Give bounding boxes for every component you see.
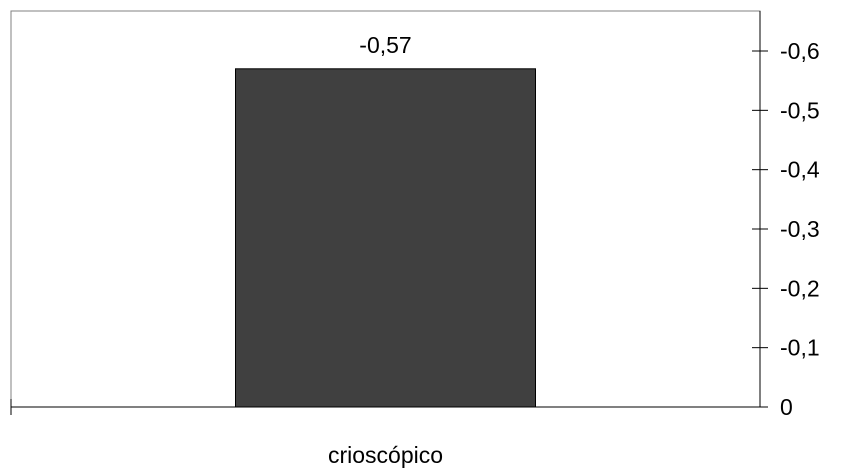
y-tick-label-3: -0,3 <box>780 216 820 242</box>
y-tick-label-6: -0,6 <box>780 38 820 64</box>
bars-group <box>235 68 536 408</box>
y-tick-label-1: -0,1 <box>780 335 820 361</box>
y-tick-label-4: -0,4 <box>780 157 820 183</box>
labels-group: -0,57 crioscópico 0 -0,1 -0,2 -0,3 -0,4 -0,5 -0,… <box>328 32 820 468</box>
y-tick-label-0: 0 <box>780 394 793 420</box>
y-tick-label-5: -0,5 <box>780 97 820 123</box>
category-label-0: crioscópico <box>328 442 443 468</box>
y-tick-label-2: -0,2 <box>780 275 820 301</box>
axes-group <box>10 11 768 415</box>
bar-0 <box>235 68 536 408</box>
data-label-0: -0,57 <box>359 32 411 58</box>
